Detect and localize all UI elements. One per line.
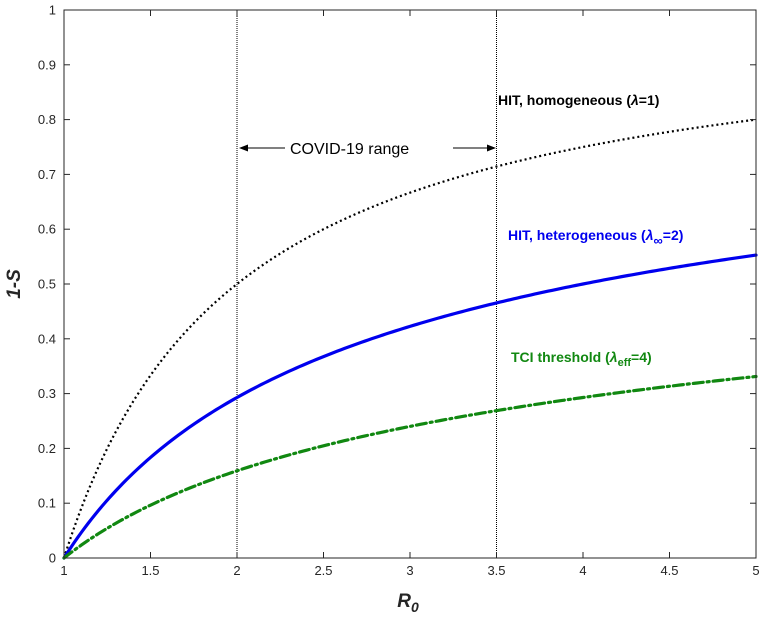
x-tick-label-8: 5 <box>752 563 759 578</box>
plot-marks <box>62 10 758 560</box>
range-label: COVID-19 range <box>290 141 409 158</box>
y-axis: 0 0.1 0.2 0.3 0.4 0.5 0.6 0.7 0.8 0.9 1 <box>38 3 756 566</box>
x-tick-label-6: 4 <box>579 563 586 578</box>
y-tick-label-5: 0.5 <box>38 277 56 292</box>
x-tick-label-0: 1 <box>60 563 67 578</box>
y-tick-label-10: 1 <box>49 3 56 18</box>
x-axis: 1 1.5 2 2.5 3 3.5 4 4.5 5 <box>60 10 760 578</box>
x-tick-label-3: 2.5 <box>314 563 332 578</box>
y-tick-label-1: 0.1 <box>38 496 56 511</box>
series-label-tci: TCI threshold (λeff=4) <box>511 349 652 369</box>
range-arrowhead-right <box>487 144 496 152</box>
y-tick-label-7: 0.7 <box>38 167 56 182</box>
x-tick-label-1: 1.5 <box>141 563 159 578</box>
x-tick-label-4: 3 <box>406 563 413 578</box>
x-tick-label-7: 4.5 <box>660 563 678 578</box>
series-line-2 <box>62 374 758 560</box>
y-tick-label-6: 0.6 <box>38 222 56 237</box>
range-arrowhead-left <box>239 144 248 152</box>
y-tick-label-8: 0.8 <box>38 112 56 127</box>
series-line-1 <box>62 253 758 560</box>
y-axis-label: 1-S <box>4 269 25 299</box>
x-axis-label: R0 <box>397 591 419 615</box>
x-tick-label-5: 3.5 <box>487 563 505 578</box>
y-tick-label-2: 0.2 <box>38 441 56 456</box>
y-tick-label-0: 0 <box>49 551 56 566</box>
covid-range-annotation: COVID-19 range <box>239 141 496 158</box>
series-line-0 <box>62 118 757 559</box>
y-tick-label-3: 0.3 <box>38 386 56 401</box>
series-label-homogeneous: HIT, homogeneous (λ=1) <box>498 92 659 108</box>
y-tick-label-9: 0.9 <box>38 57 56 72</box>
y-tick-label-4: 0.4 <box>38 331 56 346</box>
x-tick-label-2: 2 <box>233 563 240 578</box>
series-label-heterogeneous: HIT, heterogeneous (λ∞=2) <box>508 227 683 248</box>
